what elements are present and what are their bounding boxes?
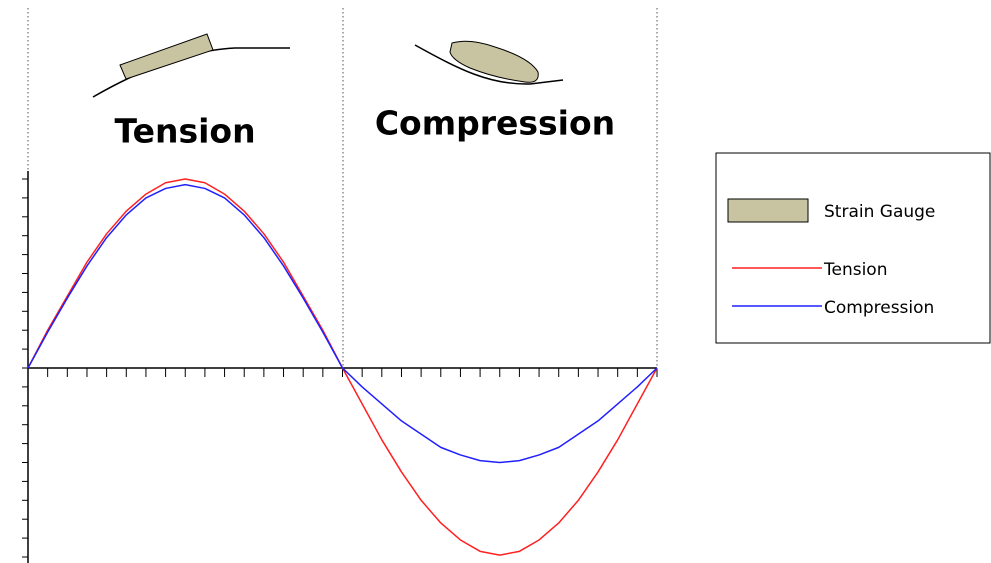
dividers: [28, 8, 657, 368]
gauge: [120, 34, 213, 79]
region-label: Tension: [114, 112, 255, 151]
legend-label: Strain Gauge: [824, 202, 935, 222]
gauge: [450, 41, 538, 82]
compression-illustration: [415, 41, 563, 84]
tension-illustration: [93, 34, 290, 97]
chart: Tension Compression Strain Gauge Tension…: [0, 0, 991, 563]
legend-label: Tension: [823, 260, 887, 280]
legend-label: Compression: [824, 298, 934, 318]
region-label: Compression: [375, 104, 615, 143]
series-line: [28, 185, 657, 463]
legend-swatch: [728, 199, 808, 222]
